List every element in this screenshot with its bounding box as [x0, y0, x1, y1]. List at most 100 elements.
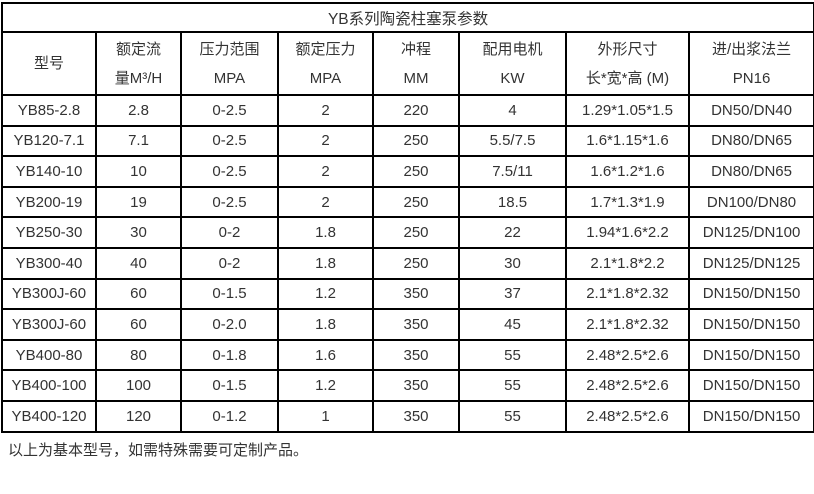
- table-row: YB85-2.8 2.8 0-2.5 2 220 4 1.29*1.05*1.5 DN50/D…: [1, 94, 814, 127]
- model-cell: YB250-30: [1, 216, 97, 249]
- column-header-rated-flow: 额定流 量M³/H: [95, 31, 182, 96]
- value-cell: 350: [372, 308, 460, 341]
- value-cell: 2: [277, 124, 374, 158]
- table-row: YB400-100 100 0-1.5 1.2 350 55 2.48*2.5*2.6 DN1…: [1, 369, 814, 402]
- value-cell: 1.6*1.15*1.6: [565, 124, 690, 158]
- value-cell: 250: [372, 246, 460, 280]
- value-cell: 2: [277, 155, 374, 188]
- value-cell: DN150/DN150: [687, 338, 814, 372]
- value-cell: 5.5/7.5: [458, 124, 567, 158]
- column-header-dimensions: 外形尺寸 长*宽*高 (M): [565, 31, 690, 96]
- value-cell: 45: [458, 308, 567, 341]
- table-row: YB120-7.1 7.1 0-2.5 2 250 5.5/7.5 1.6*1.15*1.6…: [1, 124, 814, 158]
- column-header-unit: 长*宽*高 (M): [585, 69, 670, 87]
- model-cell: YB140-10: [1, 155, 97, 188]
- column-header-label: 进/出浆法兰: [711, 40, 792, 58]
- table-row: YB300-40 40 0-2 1.8 250 30 2.1*1.8*2.2 DN125/DN…: [1, 246, 814, 280]
- column-header-pressure-range: 压力范围 MPA: [180, 31, 279, 96]
- column-header-label: 额定流: [115, 40, 161, 58]
- value-cell: 0-2: [180, 246, 279, 280]
- value-cell: 30: [458, 246, 567, 280]
- value-cell: DN100/DN80: [687, 185, 814, 219]
- column-header-unit: MM: [403, 69, 429, 87]
- column-header-flange: 进/出浆法兰 PN16: [687, 31, 814, 96]
- value-cell: 350: [372, 338, 460, 372]
- value-cell: 0-2.5: [180, 124, 279, 158]
- value-cell: 7.1: [95, 124, 182, 158]
- column-header-model: 型号: [1, 31, 97, 96]
- value-cell: 250: [372, 185, 460, 219]
- value-cell: DN150/DN150: [687, 308, 814, 341]
- value-cell: 1.8: [277, 216, 374, 249]
- value-cell: 2.1*1.8*2.32: [565, 308, 690, 341]
- column-header-unit: 量M³/H: [114, 69, 163, 87]
- value-cell: 1.6*1.2*1.6: [565, 155, 690, 188]
- value-cell: 19: [95, 185, 182, 219]
- value-cell: 100: [95, 369, 182, 402]
- value-cell: 2.48*2.5*2.6: [565, 399, 690, 433]
- column-header-stroke: 冲程 MM: [372, 31, 460, 96]
- column-header-label: 配用电机: [482, 40, 543, 58]
- value-cell: 350: [372, 369, 460, 402]
- value-cell: 2: [277, 185, 374, 219]
- value-cell: 0-2.5: [180, 94, 279, 127]
- model-cell: YB300-40: [1, 246, 97, 280]
- column-header-label: 外形尺寸: [597, 40, 658, 58]
- table-row: YB300J-60 60 0-2.0 1.8 350 45 2.1*1.8*2.32 DN15…: [1, 308, 814, 341]
- value-cell: DN150/DN150: [687, 369, 814, 402]
- value-cell: 1: [277, 399, 374, 433]
- value-cell: 1.2: [277, 277, 374, 311]
- table-row: YB200-19 19 0-2.5 2 250 18.5 1.7*1.3*1.9 DN100/…: [1, 185, 814, 219]
- value-cell: 30: [95, 216, 182, 249]
- value-cell: 2.8: [95, 94, 182, 127]
- footnote: 以上为基本型号，如需特殊需要可定制产品。: [8, 441, 309, 459]
- value-cell: 0-1.8: [180, 338, 279, 372]
- value-cell: 2.48*2.5*2.6: [565, 338, 690, 372]
- value-cell: 0-2.0: [180, 308, 279, 341]
- value-cell: 250: [372, 155, 460, 188]
- value-cell: DN80/DN65: [687, 155, 814, 188]
- column-header-label: 冲程: [400, 40, 431, 58]
- value-cell: 2.1*1.8*2.2: [565, 246, 690, 280]
- value-cell: 1.29*1.05*1.5: [565, 94, 690, 127]
- value-cell: 0-1.2: [180, 399, 279, 433]
- value-cell: 1.8: [277, 246, 374, 280]
- value-cell: 1.94*1.6*2.2: [565, 216, 690, 249]
- model-cell: YB200-19: [1, 185, 97, 219]
- value-cell: 350: [372, 399, 460, 433]
- value-cell: 0-2.5: [180, 185, 279, 219]
- model-cell: YB300J-60: [1, 308, 97, 341]
- table-row: YB250-30 30 0-2 1.8 250 22 1.94*1.6*2.2 DN125/D…: [1, 216, 814, 249]
- value-cell: DN80/DN65: [687, 124, 814, 158]
- model-cell: YB400-100: [1, 369, 97, 402]
- column-header-unit: PN16: [732, 69, 771, 87]
- value-cell: 0-2.5: [180, 155, 279, 188]
- value-cell: DN125/DN100: [687, 216, 814, 249]
- model-cell: YB300J-60: [1, 277, 97, 311]
- value-cell: 0-1.5: [180, 369, 279, 402]
- value-cell: 2.48*2.5*2.6: [565, 369, 690, 402]
- value-cell: 18.5: [458, 185, 567, 219]
- column-header-unit: KW: [500, 69, 525, 87]
- pump-spec-table: YB系列陶瓷柱塞泵参数 型号 额定流 量M³/H 压力范围 MPA 额定压力 M…: [0, 2, 814, 433]
- value-cell: 1.8: [277, 308, 374, 341]
- value-cell: 60: [95, 277, 182, 311]
- table-body: YB85-2.8 2.8 0-2.5 2 220 4 1.29*1.05*1.5 DN50/D…: [1, 94, 814, 433]
- table-title-row: YB系列陶瓷柱塞泵参数: [0, 2, 814, 33]
- value-cell: 250: [372, 216, 460, 249]
- table-row: YB140-10 10 0-2.5 2 250 7.5/11 1.6*1.2*1.6 DN80…: [1, 155, 814, 188]
- table-row: YB400-80 80 0-1.8 1.6 350 55 2.48*2.5*2.6 DN150…: [1, 338, 814, 372]
- value-cell: 40: [95, 246, 182, 280]
- value-cell: DN150/DN150: [687, 277, 814, 311]
- value-cell: 55: [458, 369, 567, 402]
- value-cell: 1.2: [277, 369, 374, 402]
- value-cell: 250: [372, 124, 460, 158]
- value-cell: DN125/DN125: [687, 246, 814, 280]
- column-header-label: 额定压力: [295, 40, 356, 58]
- column-header-rated-pressure: 额定压力 MPA: [277, 31, 374, 96]
- table-row: YB400-120 120 0-1.2 1 350 55 2.48*2.5*2.6 DN150…: [1, 399, 814, 433]
- column-header-label: 型号: [33, 55, 64, 72]
- column-header-unit: MPA: [309, 69, 342, 87]
- value-cell: 4: [458, 94, 567, 127]
- table-header-row: 型号 额定流 量M³/H 压力范围 MPA 额定压力 MPA 冲程 MM: [1, 31, 814, 96]
